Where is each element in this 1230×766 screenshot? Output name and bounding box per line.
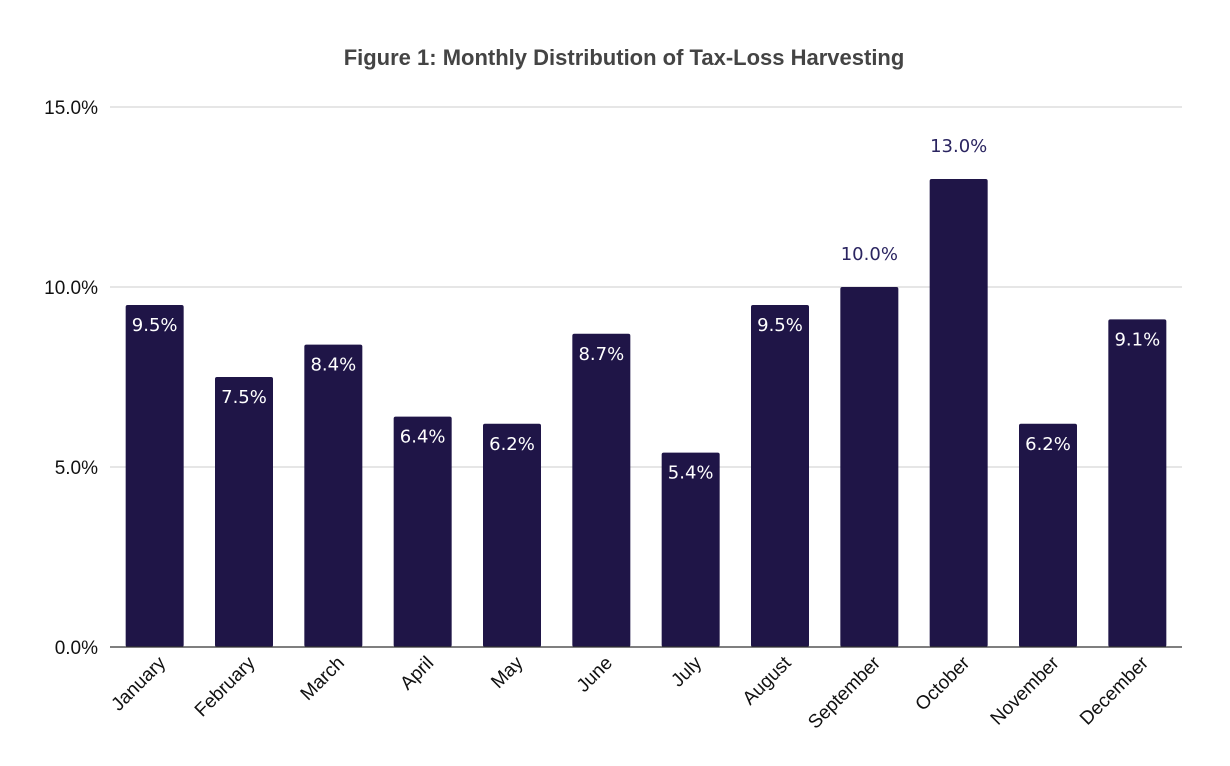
x-tick-label: June	[573, 653, 617, 697]
bar-may	[483, 423, 541, 647]
data-label: 6.2%	[1025, 434, 1071, 455]
bar-june	[572, 333, 631, 647]
x-tick-label: August	[739, 652, 796, 709]
gridlines	[110, 106, 1182, 468]
bar-january	[125, 305, 184, 647]
data-label: 6.2%	[489, 434, 535, 455]
x-tick-label: April	[396, 653, 438, 695]
x-tick-label: September	[804, 652, 885, 733]
bars	[125, 179, 1167, 647]
x-tick-label: February	[191, 652, 260, 721]
data-label: 7.5%	[221, 387, 267, 408]
y-tick-label: 0.0%	[55, 638, 98, 659]
bar-august	[751, 305, 809, 647]
bar-december	[1108, 319, 1167, 647]
bar-april	[393, 416, 452, 647]
data-label: 9.5%	[757, 315, 803, 336]
data-labels: 9.5% 7.5% 8.4% 6.4% 6.2% 8.7% 5.4% 9.5% 10.0% 13.…	[132, 136, 1160, 484]
x-tick-label: January	[108, 652, 171, 715]
x-axis-tick-labels: January February March April May June July Augu…	[108, 652, 1154, 733]
y-tick-label: 5.0%	[55, 458, 98, 479]
y-tick-label: 15.0%	[44, 98, 98, 119]
y-tick-label: 10.0%	[44, 278, 98, 299]
x-tick-label: July	[667, 652, 706, 691]
data-label: 6.4%	[400, 427, 446, 448]
x-tick-label: May	[487, 652, 528, 693]
y-axis-tick-labels: 0.0% 5.0% 10.0% 15.0%	[44, 98, 98, 659]
data-label: 8.7%	[578, 344, 624, 365]
x-tick-label: October	[912, 652, 975, 715]
bar-september	[840, 287, 899, 647]
data-label: 10.0%	[841, 244, 898, 265]
bar-october	[929, 179, 988, 647]
chart-title: Figure 1: Monthly Distribution of Tax-Lo…	[344, 45, 905, 70]
data-label: 9.1%	[1114, 329, 1160, 350]
data-label: 13.0%	[930, 136, 987, 157]
bar-july	[661, 452, 720, 647]
data-label: 9.5%	[132, 315, 178, 336]
x-tick-label: December	[1076, 652, 1153, 729]
bar-november	[1019, 423, 1077, 647]
bar-february	[215, 377, 273, 647]
x-tick-label: November	[987, 652, 1064, 729]
data-label: 5.4%	[668, 463, 714, 484]
data-label: 8.4%	[310, 355, 356, 376]
x-tick-label: March	[297, 653, 349, 705]
bar-march	[304, 344, 363, 647]
